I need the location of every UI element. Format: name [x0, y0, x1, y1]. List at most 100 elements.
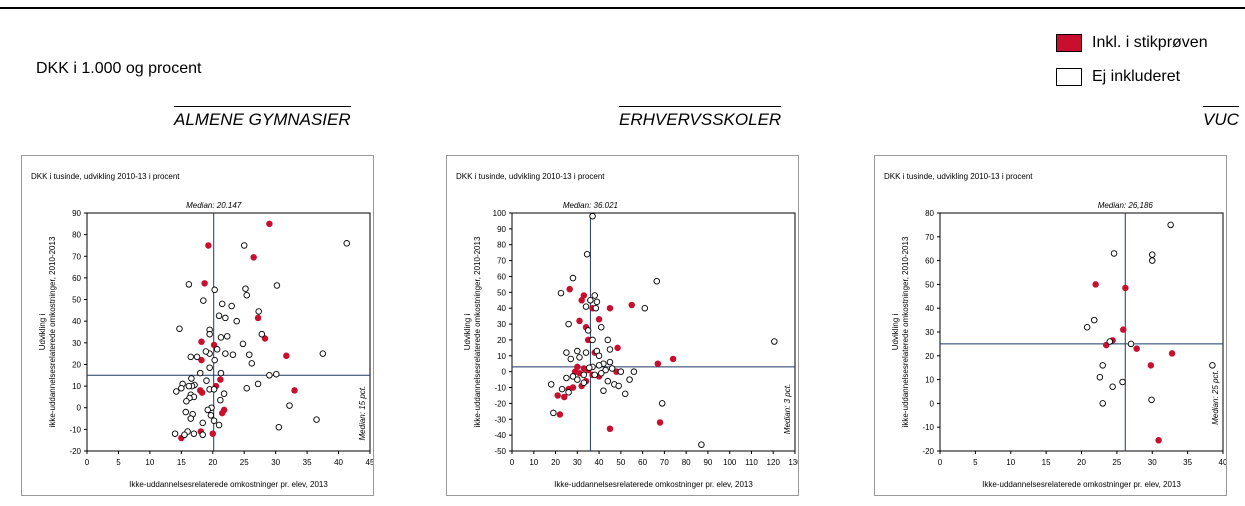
point-excluded [1099, 400, 1106, 407]
x-tick-label: 25 [240, 458, 249, 467]
point-excluded [255, 308, 262, 315]
x-tick-label: 20 [551, 458, 560, 467]
x-tick-label: 110 [745, 458, 758, 467]
point-excluded [550, 409, 557, 417]
point-excluded [202, 348, 210, 355]
y-tick-label: 100 [493, 209, 507, 218]
point-excluded [602, 366, 609, 374]
point-included [261, 335, 269, 342]
point-excluded [591, 371, 598, 379]
point-excluded [583, 251, 591, 258]
point-excluded [243, 291, 250, 299]
point-excluded [565, 389, 572, 396]
x-tick-label: 40 [334, 458, 343, 467]
x-tick-label: 30 [1148, 458, 1157, 467]
y-tick-label: 10 [497, 352, 506, 361]
x-tick-label: 100 [723, 458, 737, 467]
point-excluded [229, 351, 237, 358]
legend-swatch-excluded [1056, 68, 1082, 86]
point-excluded [239, 340, 247, 348]
point-included [654, 360, 662, 367]
point-included [1168, 350, 1176, 357]
point-excluded [222, 350, 229, 357]
y-tick-label: 30 [925, 328, 934, 337]
x-tick-label: 15 [177, 458, 186, 467]
point-included [198, 338, 205, 345]
y-tick-label: 0 [502, 368, 507, 377]
median-x-label: Median: 26,186 [1098, 201, 1154, 210]
point-excluded [1119, 378, 1126, 386]
x-tick-label: 5 [973, 458, 978, 467]
point-excluded [563, 349, 570, 356]
point-included [560, 393, 568, 401]
legend-item-included: Inkl. i stikprøven [1056, 32, 1208, 54]
y-tick-label: 10 [925, 376, 934, 385]
plot-area [511, 212, 796, 452]
median-y-label: Median: 25 pct. [1211, 370, 1220, 425]
section-title-erhvervsskoler: ERHVERVSSKOLER [619, 106, 782, 130]
point-excluded [617, 368, 625, 375]
point-excluded [582, 303, 590, 310]
point-excluded [217, 396, 224, 404]
x-tick-label: 10 [1006, 458, 1015, 467]
point-excluded [233, 317, 240, 325]
point-included [209, 430, 217, 437]
point-excluded [313, 416, 320, 423]
x-tick-label: 50 [616, 458, 625, 467]
point-included [266, 220, 273, 228]
point-excluded [204, 406, 211, 414]
x-tick-label: 45 [366, 458, 374, 467]
x-tick-label: 5 [116, 458, 121, 467]
y-tick-label: 70 [72, 252, 81, 261]
point-excluded [604, 377, 612, 385]
x-tick-label: 80 [682, 458, 691, 467]
x-tick-label: 70 [660, 458, 669, 467]
point-excluded [207, 412, 215, 419]
point-excluded [771, 338, 778, 345]
point-excluded [621, 390, 629, 398]
legend: Inkl. i stikprøven Ej inkluderet [1056, 32, 1208, 100]
point-excluded [1209, 362, 1216, 369]
y-tick-label: -50 [494, 447, 506, 456]
point-excluded [569, 373, 577, 380]
point-included [576, 317, 583, 325]
point-excluded [565, 320, 572, 328]
point-included [566, 285, 573, 293]
point-excluded [196, 369, 204, 377]
point-excluded [592, 304, 600, 312]
point-excluded [273, 370, 280, 378]
point-excluded [593, 298, 601, 306]
point-excluded [199, 419, 206, 427]
y-tick-label: 10 [72, 382, 81, 391]
y-tick-label: 80 [72, 231, 81, 240]
point-excluded [589, 336, 596, 344]
point-included [669, 355, 677, 363]
point-excluded [1083, 323, 1091, 331]
chart-gymnasier: DKK i tusinde, udvikling 2010-13 i proce… [31, 172, 374, 489]
y-tick-label: -10 [494, 384, 506, 393]
point-excluded [193, 353, 201, 361]
point-excluded [591, 292, 598, 299]
point-excluded [587, 297, 594, 304]
point-excluded [248, 360, 256, 367]
point-excluded [173, 388, 180, 395]
median-y-label: Median: 15 pct. [358, 386, 367, 441]
point-excluded [182, 408, 189, 416]
point-included [198, 389, 206, 396]
point-excluded [1167, 221, 1174, 229]
y-axis-label-line: Udvikling i [891, 314, 900, 351]
y-tick-label: 20 [72, 360, 81, 369]
point-excluded [576, 354, 583, 361]
point-excluded [1148, 396, 1155, 404]
point-excluded [1110, 250, 1118, 257]
point-excluded [547, 381, 555, 388]
point-excluded [171, 430, 179, 437]
point-excluded [183, 397, 190, 405]
point-excluded [210, 386, 218, 393]
point-excluded [598, 370, 605, 377]
point-excluded [1090, 316, 1098, 324]
point-included [1122, 284, 1129, 292]
legend-swatch-included [1056, 34, 1082, 52]
point-excluded [275, 423, 283, 431]
point-excluded [246, 351, 253, 358]
